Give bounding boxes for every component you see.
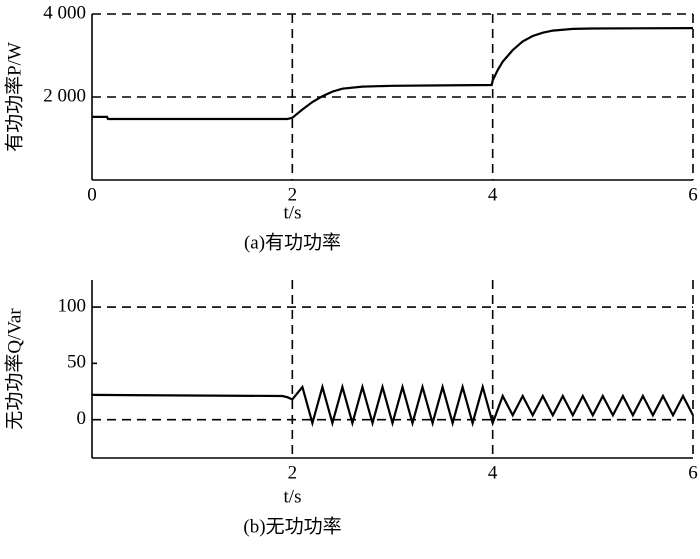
y-tick-label: 100 bbox=[58, 295, 87, 316]
y-tick-label: 4 000 bbox=[43, 2, 86, 23]
data-line bbox=[92, 27, 694, 121]
caption: (a)有功功率 bbox=[244, 231, 341, 253]
caption: (b)无功功率 bbox=[243, 515, 341, 537]
y-axis-label: 有功功率P/W bbox=[3, 42, 25, 152]
x-tick-label: 6 bbox=[688, 462, 698, 483]
y-tick-label: 0 bbox=[77, 408, 87, 429]
x-tick-label: 4 bbox=[488, 462, 498, 483]
x-tick-label: 6 bbox=[688, 184, 698, 205]
x-tick-label: 2 bbox=[288, 184, 298, 205]
x-tick-label: 0 bbox=[87, 184, 97, 205]
x-tick-label: 2 bbox=[288, 462, 298, 483]
x-tick-label: 4 bbox=[488, 184, 498, 205]
y-tick-label: 2 000 bbox=[43, 85, 86, 106]
y-tick-label: 50 bbox=[67, 352, 86, 373]
data-line bbox=[91, 382, 694, 428]
x-axis-label: t/s bbox=[284, 486, 302, 507]
y-axis-label: 无功功率Q/Var bbox=[3, 308, 25, 430]
x-axis-label: t/s bbox=[284, 202, 302, 223]
